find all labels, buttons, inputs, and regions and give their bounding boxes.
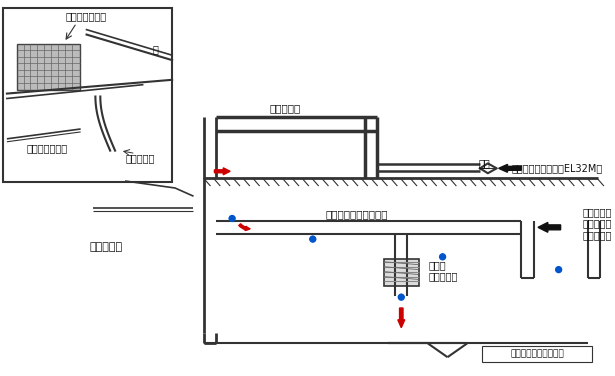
Circle shape: [310, 236, 315, 242]
Text: キャビティ排気ダクト: キャビティ排気ダクト: [326, 209, 388, 220]
Text: キャビティ: キャビティ: [90, 242, 123, 252]
Polygon shape: [310, 236, 315, 239]
FancyArrow shape: [398, 308, 405, 327]
Text: 純水: 純水: [479, 158, 491, 168]
FancyArrow shape: [499, 164, 522, 172]
Text: 仮設ホース: 仮設ホース: [126, 153, 156, 164]
Bar: [3, 8, 172, 182]
Circle shape: [229, 215, 235, 221]
Text: 仮設ホース: 仮設ホース: [269, 103, 301, 113]
Text: 床: 床: [153, 44, 158, 54]
Bar: [17, 44, 80, 89]
Polygon shape: [556, 267, 561, 270]
Text: キャビティ水面: キャビティ水面: [26, 144, 68, 154]
FancyArrow shape: [215, 168, 230, 175]
Circle shape: [556, 267, 561, 273]
Bar: [384, 259, 419, 287]
Text: 原子炉格納容器内（EL32M）: 原子炉格納容器内（EL32M）: [511, 163, 602, 173]
Polygon shape: [399, 294, 404, 297]
Circle shape: [440, 254, 445, 260]
Text: 排気ダクト入口: 排気ダクト入口: [66, 11, 107, 21]
FancyArrow shape: [538, 223, 561, 232]
Text: 原子炉格納容器サンプ: 原子炉格納容器サンプ: [510, 350, 564, 359]
Polygon shape: [229, 215, 235, 218]
Circle shape: [399, 294, 404, 300]
Polygon shape: [440, 254, 445, 257]
Text: ダンパ
（閉止中）: ダンパ （閉止中）: [429, 260, 458, 281]
Text: キャビティ
排気ファン
（停止中）: キャビティ 排気ファン （停止中）: [582, 207, 612, 240]
Bar: [482, 346, 592, 362]
